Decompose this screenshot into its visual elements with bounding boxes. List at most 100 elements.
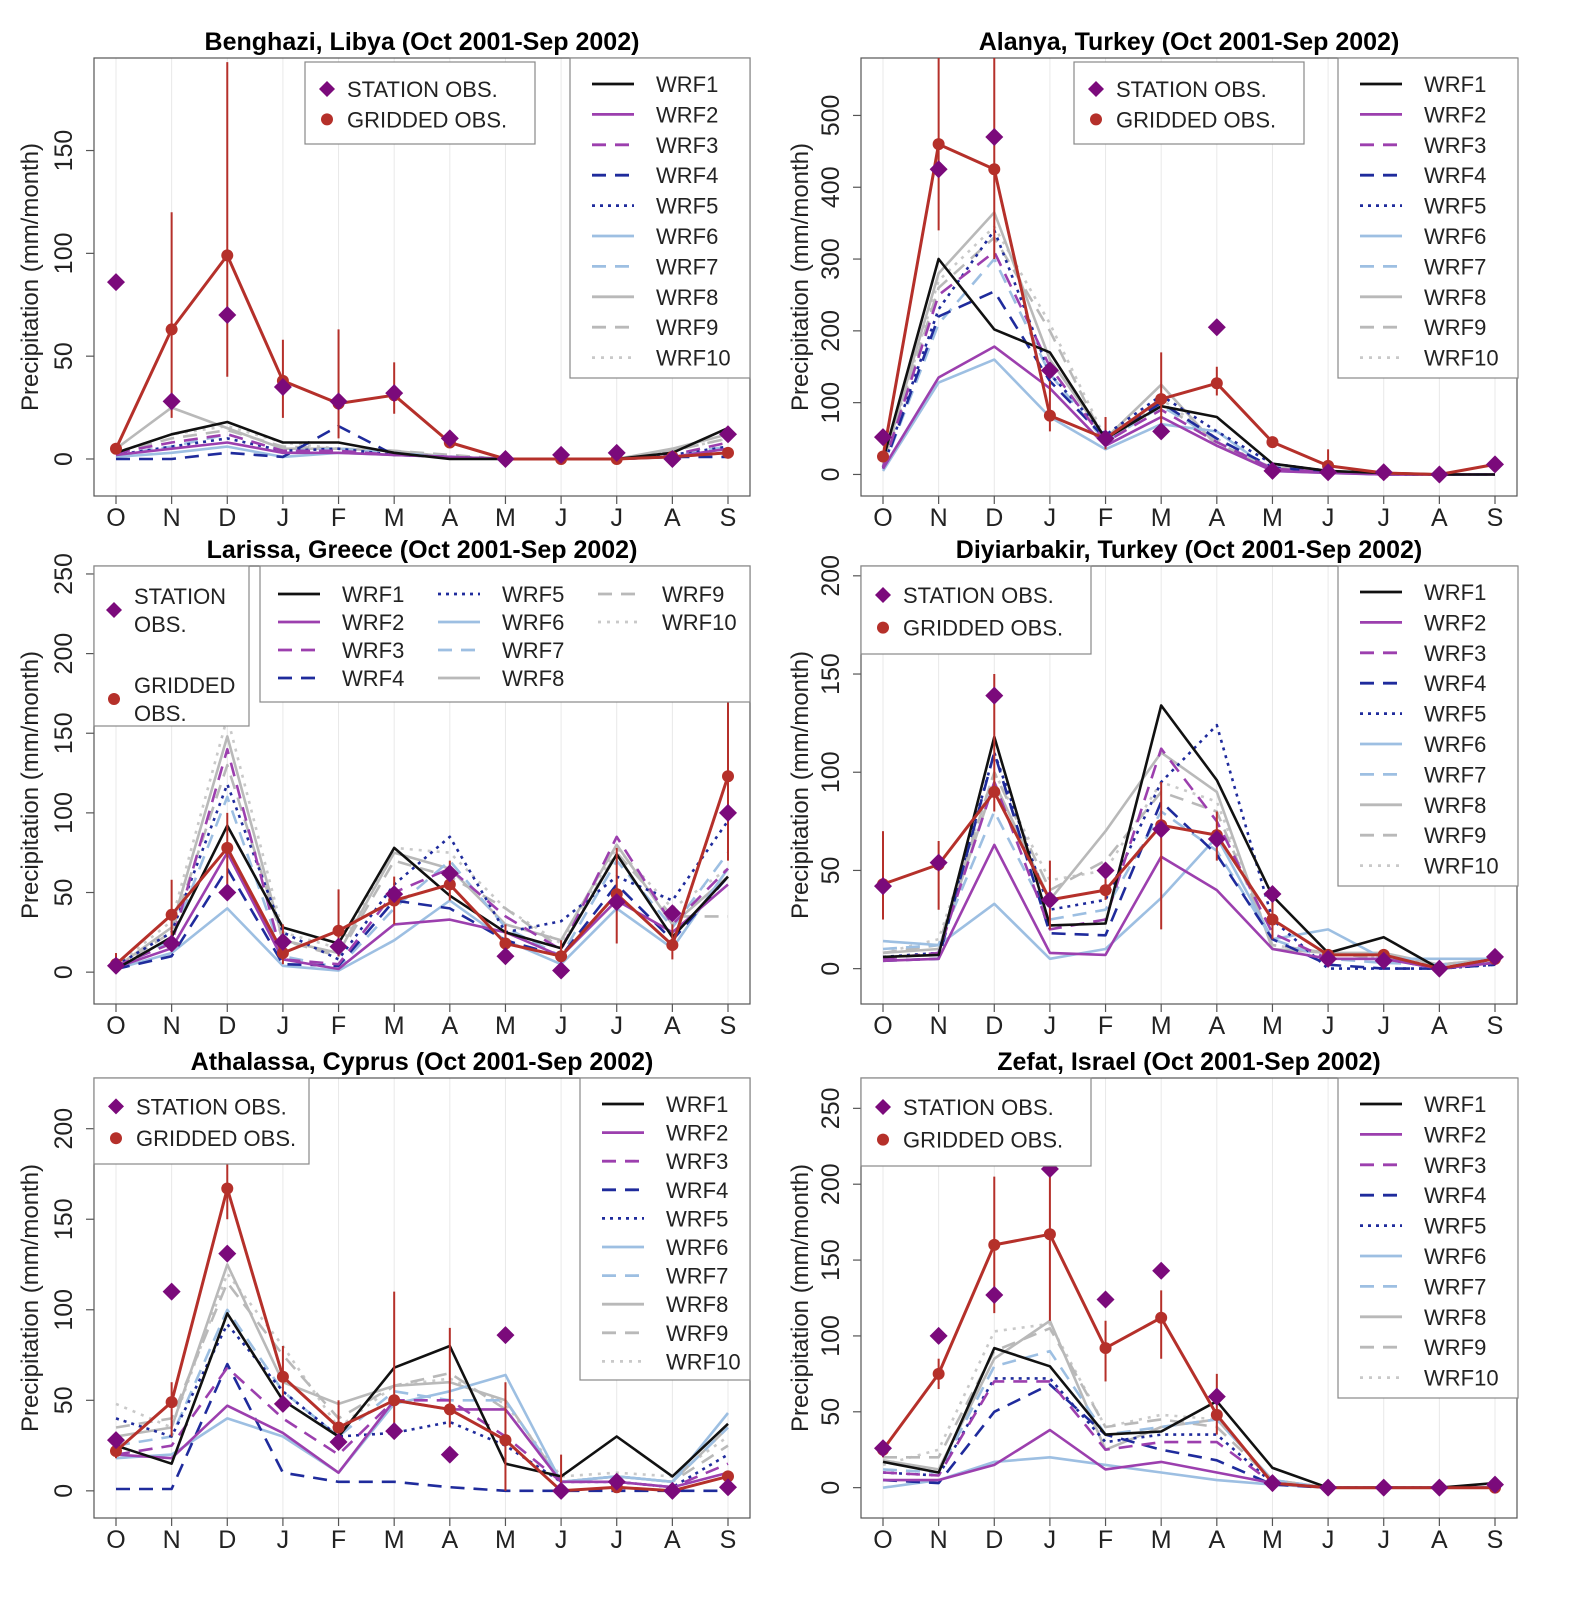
- series-gridded-obs: [881, 1232, 1495, 1490]
- data-layer: [874, 674, 1504, 978]
- station-obs-point: [1430, 959, 1449, 978]
- chart-title: Zefat, Israel (Oct 2001-Sep 2002): [997, 1048, 1381, 1076]
- wrf-legend-label: WRF4: [666, 1178, 728, 1203]
- gridded-obs-point: [221, 1182, 234, 1195]
- gridded-obs-point: [666, 939, 679, 952]
- y-tick-label: 0: [50, 965, 78, 979]
- wrf-legend: WRF1 WRF2 WRF3 WRF4 WRF5 WRF6 WRF7 WRF8 WRF9 WRF1…: [1337, 565, 1519, 887]
- station-obs-legend-icon: [106, 602, 122, 618]
- data-layer: [107, 685, 737, 980]
- x-tick-label: M: [495, 504, 516, 532]
- x-tick-label: F: [1098, 1526, 1113, 1554]
- x-tick-label: A: [1431, 1526, 1448, 1554]
- station-obs-point: [1430, 465, 1449, 484]
- x-tick-label: M: [1151, 1526, 1172, 1554]
- station-obs-legend-label: STATION OBS.: [1116, 77, 1267, 102]
- wrf-legend-label: WRF2: [1424, 610, 1486, 635]
- gridded-obs-point: [1210, 1408, 1223, 1421]
- gridded-obs-legend-label: GRIDDED OBS.: [136, 1126, 296, 1151]
- series-wrf4: [116, 424, 728, 461]
- gridded-obs-point: [877, 450, 889, 463]
- wrf-legend-label: WRF8: [1424, 793, 1486, 818]
- obs-legend-box: [1073, 61, 1305, 145]
- station-obs-point: [985, 686, 1004, 705]
- y-axis-label: Precipitation (mm/month): [787, 143, 814, 411]
- series-wrf1: [115, 1312, 729, 1478]
- wrf-legend-label: WRF7: [1424, 762, 1486, 787]
- wrf-legend-box: [259, 565, 751, 703]
- station-obs-point: [329, 392, 348, 411]
- wrf-legend-label: WRF10: [1424, 346, 1499, 371]
- station-obs-point: [385, 885, 404, 904]
- gridded-obs-legend-icon: [877, 621, 889, 634]
- chart-panel-4: Diyiarbakir, Turkey (Oct 2001-Sep 2002) 0…: [787, 536, 1519, 1040]
- station-obs-point: [663, 904, 682, 923]
- station-obs-point: [1486, 455, 1504, 474]
- gridded-obs-point: [332, 924, 345, 937]
- wrf-legend-box: [569, 57, 751, 379]
- wrf-legend-label: WRF2: [1424, 1122, 1486, 1147]
- station-obs-point: [273, 1394, 292, 1413]
- wrf-legend: WRF1 WRF2 WRF3 WRF4 WRF5 WRF6 WRF7 WRF8 WRF9 WRF1…: [579, 1077, 751, 1381]
- wrf-legend-label: WRF2: [1424, 102, 1486, 127]
- station-obs-point: [1152, 422, 1171, 441]
- station-obs-legend-icon: [319, 81, 335, 98]
- station-obs-point: [1207, 830, 1226, 849]
- wrf-legend-label: WRF1: [1424, 72, 1486, 97]
- wrf-legend-label: WRF9: [1424, 1335, 1486, 1360]
- obs-legend-box: [93, 1077, 310, 1165]
- station-obs-point: [1040, 890, 1059, 909]
- wrf-legend-label: WRF5: [1424, 194, 1486, 219]
- series-wrf1: [115, 824, 729, 971]
- station-obs-point: [607, 1472, 626, 1491]
- station-obs-point: [1096, 429, 1115, 448]
- wrf-legend-label: WRF5: [1424, 1214, 1486, 1239]
- wrf-legend-label: WRF8: [502, 666, 564, 691]
- x-tick-label: N: [163, 504, 181, 532]
- series-wrf1: [882, 704, 1496, 970]
- gridded-obs-point: [722, 446, 734, 459]
- gridded-obs-point: [932, 138, 945, 151]
- x-tick-label: S: [1487, 1526, 1504, 1554]
- gridded-obs-legend-label: GRIDDED OBS.: [903, 1128, 1063, 1153]
- station-obs-point: [874, 428, 892, 447]
- gridded-obs-point: [1210, 377, 1223, 390]
- x-tick-label: S: [720, 504, 737, 532]
- station-obs-point: [607, 443, 626, 462]
- x-tick-label: A: [1208, 1012, 1225, 1040]
- y-tick-label: 50: [817, 1398, 845, 1426]
- y-tick-label: 500: [817, 95, 845, 137]
- y-tick-label: 50: [50, 1386, 78, 1414]
- station-obs-point: [929, 853, 948, 872]
- station-obs-point: [162, 934, 181, 953]
- wrf-legend-label: WRF10: [656, 346, 731, 371]
- x-tick-label: F: [1098, 504, 1113, 532]
- gridded-obs-point: [332, 1421, 345, 1434]
- station-obs-legend-label: STATION OBS.: [903, 1095, 1054, 1120]
- series-wrf6: [115, 867, 730, 972]
- gridded-obs-point: [988, 785, 1001, 798]
- station-obs-point: [552, 1481, 571, 1500]
- y-tick-label: 0: [50, 452, 78, 466]
- gridded-obs-point: [221, 841, 234, 854]
- x-tick-label: N: [163, 1012, 181, 1040]
- station-obs-point: [719, 803, 737, 822]
- wrf-legend-label: WRF5: [666, 1206, 728, 1231]
- gridded-obs-point: [499, 937, 512, 950]
- gridded-obs-point: [988, 1238, 1001, 1251]
- series-wrf6: [882, 835, 1495, 961]
- x-tick-label: F: [331, 1526, 346, 1554]
- x-tick-label: M: [1262, 1526, 1283, 1554]
- station-obs-point: [385, 384, 404, 403]
- x-tick-label: J: [277, 1526, 290, 1554]
- series-wrf6: [115, 1373, 730, 1484]
- chart-title: Benghazi, Libya (Oct 2001-Sep 2002): [205, 28, 640, 56]
- wrf-legend-label: WRF4: [656, 163, 718, 188]
- wrf-legend-label: WRF3: [342, 638, 404, 663]
- gridded-obs-point: [1155, 393, 1168, 406]
- wrf-legend-label: WRF5: [656, 194, 718, 219]
- x-tick-label: M: [384, 1526, 405, 1554]
- data-layer: [874, 58, 1504, 484]
- gridded-obs-point: [443, 878, 456, 891]
- wrf-legend-label: WRF5: [1424, 702, 1486, 727]
